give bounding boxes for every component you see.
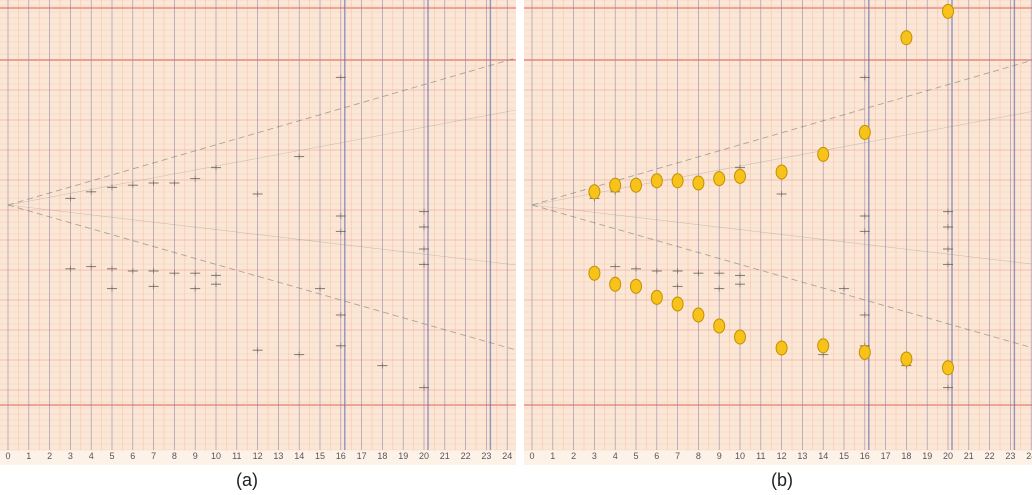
x-tick-label: 9 xyxy=(717,451,722,461)
x-tick-label: 14 xyxy=(294,451,304,461)
x-tick-label: 18 xyxy=(901,451,911,461)
x-tick-label: 6 xyxy=(654,451,659,461)
x-tick-label: 0 xyxy=(529,451,534,461)
data-point-upper xyxy=(713,171,726,187)
x-tick-label: 7 xyxy=(151,451,156,461)
x-tick-label: 4 xyxy=(613,451,618,461)
caption-a: (a) xyxy=(236,470,258,490)
x-tick-label: 2 xyxy=(571,451,576,461)
data-point-upper xyxy=(900,30,913,46)
caption-b: (b) xyxy=(771,470,793,490)
data-point-lower xyxy=(900,351,913,367)
x-tick-label: 22 xyxy=(985,451,995,461)
graph-paper-a: 0 1 2 3 4 5 6 7 8 9 10 11 12 13 14 15 16 17 18 19 20 21 22 23 24 xyxy=(0,0,516,465)
guide-line xyxy=(7,204,516,266)
x-tick-label: 3 xyxy=(68,451,73,461)
x-tick-label: 20 xyxy=(943,451,953,461)
paper-background xyxy=(0,0,516,450)
data-point-upper xyxy=(692,175,705,191)
data-point-upper xyxy=(858,124,871,140)
data-point-lower xyxy=(630,278,642,294)
guide-line xyxy=(531,59,1032,206)
x-tick-label: 7 xyxy=(675,451,680,461)
guide-line xyxy=(531,204,1032,265)
x-tick-label: 8 xyxy=(172,451,177,461)
x-tick-label: 18 xyxy=(377,451,387,461)
x-tick-label: 12 xyxy=(777,451,787,461)
x-tick-label: 10 xyxy=(735,451,745,461)
data-point-upper xyxy=(817,146,830,162)
data-point-lower xyxy=(858,344,871,360)
x-tick-label: 11 xyxy=(232,451,241,461)
x-tick-label: 17 xyxy=(357,451,367,461)
x-tick-label: 4 xyxy=(89,451,94,461)
x-tick-label: 15 xyxy=(315,451,325,461)
x-tick-label: 0 xyxy=(5,451,10,461)
x-tick-label: 8 xyxy=(696,451,701,461)
data-point-lower xyxy=(609,276,622,292)
x-tick-label: 16 xyxy=(860,451,870,461)
chart-panel-a: 0 1 2 3 4 5 6 7 8 9 10 11 12 13 14 15 16 17 18 19 20 21 22 23 24 xyxy=(0,0,516,465)
data-point-upper xyxy=(609,177,622,193)
data-point-upper xyxy=(588,184,601,200)
x-tick-label: 1 xyxy=(26,451,31,461)
x-tick-label: 9 xyxy=(193,451,198,461)
x-tick-label: 21 xyxy=(440,451,450,461)
x-tick-label: 2 xyxy=(47,451,52,461)
data-point-lower xyxy=(734,329,746,345)
data-point-upper xyxy=(775,164,788,180)
data-point-lower xyxy=(692,307,705,323)
paper-margin xyxy=(524,450,1032,465)
data-point-upper xyxy=(942,3,954,19)
x-tick-label: 3 xyxy=(592,451,597,461)
paper-margin xyxy=(0,450,516,465)
x-tick-label: 10 xyxy=(211,451,221,461)
x-tick-label: 14 xyxy=(818,451,828,461)
guide-line xyxy=(531,204,1032,349)
x-tick-label: 20 xyxy=(419,451,429,461)
data-point-lower xyxy=(671,296,684,312)
x-tick-label: 19 xyxy=(398,451,408,461)
data-point-upper xyxy=(734,168,746,184)
x-tick-label: 13 xyxy=(273,451,283,461)
data-point-upper xyxy=(630,177,642,193)
x-tick-label: 22 xyxy=(461,451,471,461)
x-tick-label: 15 xyxy=(839,451,849,461)
x-tick-label: 17 xyxy=(881,451,891,461)
data-point-lower xyxy=(588,265,601,281)
x-tick-label: 23 xyxy=(481,451,491,461)
x-tick-label: 12 xyxy=(253,451,263,461)
x-tick-label: 23 xyxy=(1005,451,1015,461)
x-tick-label: 6 xyxy=(130,451,135,461)
guide-line xyxy=(7,57,516,206)
x-tick-label: 1 xyxy=(550,451,555,461)
x-tick-label: 24 xyxy=(502,451,512,461)
data-point-lower xyxy=(775,340,788,356)
guide-line xyxy=(7,204,516,351)
x-tick-label: 24 xyxy=(1026,451,1032,461)
paper-background xyxy=(524,0,1032,450)
x-tick-label: 5 xyxy=(109,451,114,461)
x-tick-label: 11 xyxy=(756,451,765,461)
x-tick-label: 16 xyxy=(336,451,346,461)
data-point-lower xyxy=(942,360,954,376)
data-point-lower xyxy=(650,289,663,305)
guide-line xyxy=(7,109,516,206)
data-point-upper xyxy=(650,173,663,189)
data-point-upper xyxy=(671,173,684,189)
data-point-lower xyxy=(713,318,726,334)
x-tick-label: 21 xyxy=(964,451,974,461)
x-tick-label: 13 xyxy=(797,451,807,461)
x-tick-label: 5 xyxy=(633,451,638,461)
x-tick-label: 19 xyxy=(922,451,932,461)
data-point-lower xyxy=(817,338,830,354)
